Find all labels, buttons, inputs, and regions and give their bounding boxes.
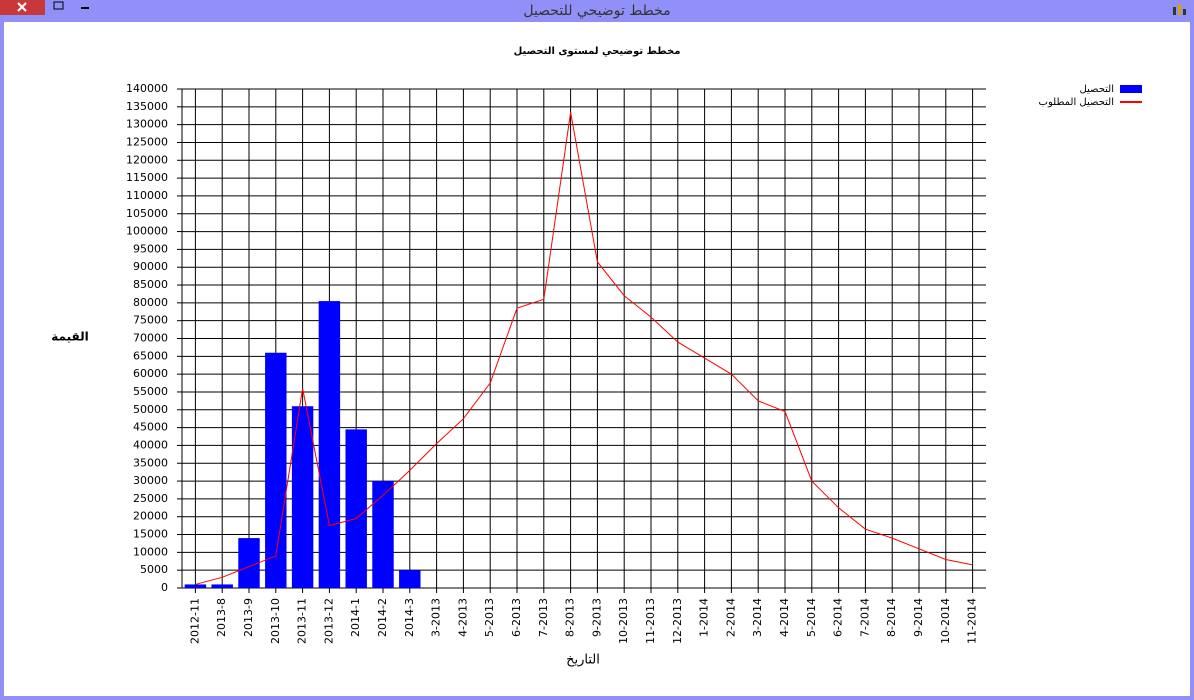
y-tick-label: 15000 (133, 528, 168, 541)
x-tick-label: 2014-3 (403, 598, 416, 637)
y-tick-label: 25000 (133, 492, 168, 505)
x-tick-label: 7-2013 (537, 598, 550, 637)
y-tick-label: 50000 (133, 403, 168, 416)
bar (318, 301, 341, 588)
y-tick-label: 35000 (133, 456, 168, 469)
y-tick-label: 100000 (126, 225, 168, 238)
x-tick-label: 5-2014 (805, 598, 818, 637)
x-tick-label: 2013-9 (242, 598, 255, 637)
y-tick-label: 85000 (133, 278, 168, 291)
x-tick-label: 12-2013 (671, 598, 684, 644)
bar (399, 570, 421, 588)
y-tick-label: 125000 (126, 135, 168, 148)
chart-title: مخطط توضيحي لمستوى التحصيل (514, 46, 681, 57)
bar (211, 584, 233, 588)
x-tick-label: 1-2014 (698, 598, 711, 637)
x-tick-label: 6-2014 (832, 598, 845, 637)
y-axis-label: القيمة (51, 330, 88, 344)
icon-bar (1178, 4, 1181, 15)
app-icon (1173, 4, 1186, 15)
y-tick-label: 130000 (126, 118, 168, 131)
y-tick-label: 90000 (133, 260, 168, 273)
y-tick-label: 5000 (140, 563, 168, 576)
y-tick-label: 120000 (126, 153, 168, 166)
x-tick-label: 10-2014 (939, 598, 952, 644)
icon-bar (1173, 7, 1176, 15)
y-tick-label: 115000 (126, 171, 168, 184)
x-tick-label: 9-2014 (912, 598, 925, 637)
y-tick-label: 80000 (133, 296, 168, 309)
y-tick-label: 55000 (133, 385, 168, 398)
x-tick-label: 5-2013 (483, 598, 496, 637)
x-tick-label: 4-2013 (456, 598, 469, 637)
x-tick-label: 2014-2 (376, 598, 389, 637)
y-tick-label: 95000 (133, 242, 168, 255)
window-title: مخطط توضيحي للتحصيل (523, 3, 670, 19)
x-tick-label: 2014-1 (349, 598, 362, 637)
x-tick-label: 8-2014 (885, 598, 898, 637)
y-tick-label: 105000 (126, 207, 168, 220)
y-tick-label: 20000 (133, 510, 168, 523)
y-tick-label: 10000 (133, 545, 168, 558)
x-tick-label: 2013-12 (322, 598, 335, 644)
x-axis-label: التاريخ (566, 653, 600, 668)
legend-swatch (1120, 85, 1142, 93)
close-icon[interactable] (17, 2, 27, 12)
x-tick-label: 6-2013 (510, 598, 523, 637)
icon-bar (1183, 9, 1186, 15)
bar (238, 538, 260, 588)
y-tick-label: 40000 (133, 438, 168, 451)
x-tick-label: 10-2013 (617, 598, 630, 644)
bar (372, 481, 394, 588)
y-tick-label: 110000 (126, 189, 168, 202)
maximize-button[interactable] (53, 1, 64, 10)
x-tick-label: 3-2013 (430, 598, 443, 637)
bar (265, 352, 287, 588)
bar (345, 429, 367, 588)
x-tick-label: 8-2013 (564, 598, 577, 637)
y-tick-label: 135000 (126, 100, 168, 113)
x-tick-label: 7-2014 (858, 598, 871, 637)
y-tick-label: 30000 (133, 474, 168, 487)
x-tick-label: 11-2013 (644, 598, 657, 644)
x-tick-label: 2013-10 (269, 598, 282, 644)
y-tick-label: 70000 (133, 332, 168, 345)
y-tick-label: 45000 (133, 421, 168, 434)
x-tick-label: 2013-11 (296, 598, 309, 644)
x-tick-label: 3-2014 (751, 598, 764, 637)
x-tick-label: 9-2013 (590, 598, 603, 637)
close-button[interactable] (0, 0, 45, 15)
x-tick-label: 4-2014 (778, 598, 791, 637)
y-tick-label: 0 (161, 581, 168, 594)
line (195, 112, 973, 585)
x-tick-label: 2-2014 (724, 598, 737, 637)
legend-label: التحصيل المطلوب (1039, 97, 1114, 108)
bar (291, 406, 314, 588)
y-tick-label: 60000 (133, 367, 168, 380)
bar (184, 584, 207, 588)
x-tick-label: 2013-8 (215, 598, 228, 637)
x-tick-label: 11-2014 (966, 598, 979, 644)
y-tick-label: 140000 (126, 82, 168, 95)
legend-label: التحصيل (1079, 84, 1114, 95)
y-tick-label: 75000 (133, 314, 168, 327)
y-tick-label: 65000 (133, 349, 168, 362)
x-tick-label: 2012-11 (188, 598, 201, 644)
